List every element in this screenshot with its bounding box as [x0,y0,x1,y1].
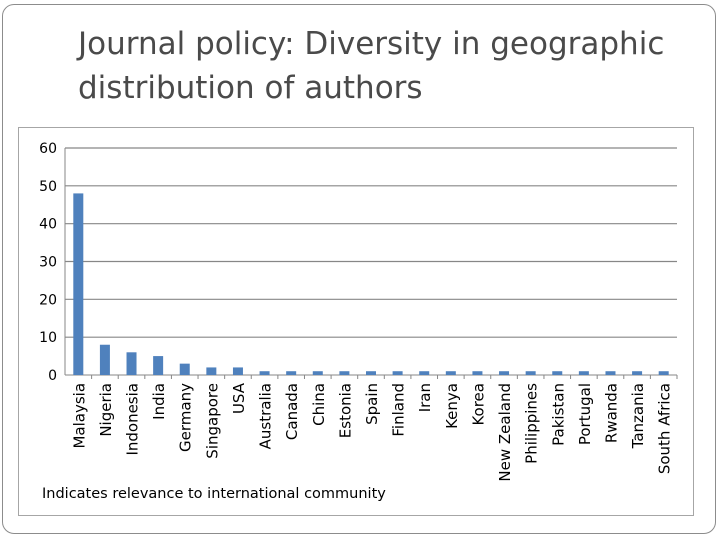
bar-tanzania [632,371,643,375]
bar-nigeria [99,344,110,375]
bar-singapore [206,367,217,375]
bar-usa [232,367,243,375]
y-tick-label: 20 [39,292,57,308]
x-tick-label: USA [230,382,248,414]
bar-chart: 0 10 20 30 40 50 60 Malaysia Nigeria Indonesia Ind… [39,141,678,482]
x-tick-label: Kenya [443,383,461,429]
x-tick-label: Rwanda [602,383,620,443]
x-tick-label: Philippines [523,383,541,464]
bar-portugal [578,371,589,375]
x-tick-label: China [310,383,328,426]
bar-finland [392,371,403,375]
bar-estonia [339,371,350,375]
bar-new-zealand [499,371,510,375]
bar-malaysia [73,193,84,375]
bar-kenya [445,371,456,375]
y-tick-label: 10 [39,330,57,346]
x-tick-label: Canada [283,383,301,440]
bar-china [312,371,323,375]
bar-indonesia [126,352,137,375]
bar-spain [366,371,376,375]
y-tick-label: 60 [39,141,57,157]
x-tick-label: Australia [257,383,275,449]
x-tick-label: Germany [177,383,195,452]
x-tick-label: Tanzania [629,383,647,449]
bar-rwanda [605,371,616,375]
x-tick-label: Pakistan [549,383,567,446]
title-line-2: distribution of authors [78,70,423,106]
bar-pakistan [552,371,563,375]
chart-annotation: Indicates relevance to international com… [42,486,386,502]
bar-south-africa [658,371,669,375]
x-tick-label: Spain [363,383,381,425]
y-tick-label: 30 [39,255,57,271]
title-line-1: Journal policy: Diversity in geographic [78,26,665,62]
x-tick-label: Finland [390,383,408,437]
bar-canada [286,371,297,375]
slide-title: Journal policy: Diversity in geographic … [78,22,698,110]
x-tick-label: South Africa [656,383,674,474]
x-tick-label: Malaysia [70,383,88,449]
x-tick-label: Portugal [576,383,594,445]
x-tick-label: India [150,383,168,420]
bar-australia [259,371,270,375]
bar-iran [419,371,430,375]
y-tick-label: 40 [39,217,57,233]
bar-korea [472,371,483,375]
bar-philippines [525,371,536,375]
x-tick-label: Indonesia [124,383,142,456]
x-tick-label: Nigeria [97,383,115,437]
x-tick-label: Iran [416,383,434,412]
y-tick-label: 50 [39,179,57,195]
chart-container: 0 10 20 30 40 50 60 Malaysia Nigeria Indonesia Ind… [18,127,694,516]
x-tick-label: New Zealand [496,383,514,482]
x-tick-label: Korea [469,383,487,426]
x-tick-label: Estonia [336,383,354,438]
x-tick-label: Singapore [203,383,221,459]
slide-frame [2,4,716,534]
bar-germany [179,363,190,375]
bar-india [153,356,164,375]
y-tick-label: 0 [48,368,57,384]
